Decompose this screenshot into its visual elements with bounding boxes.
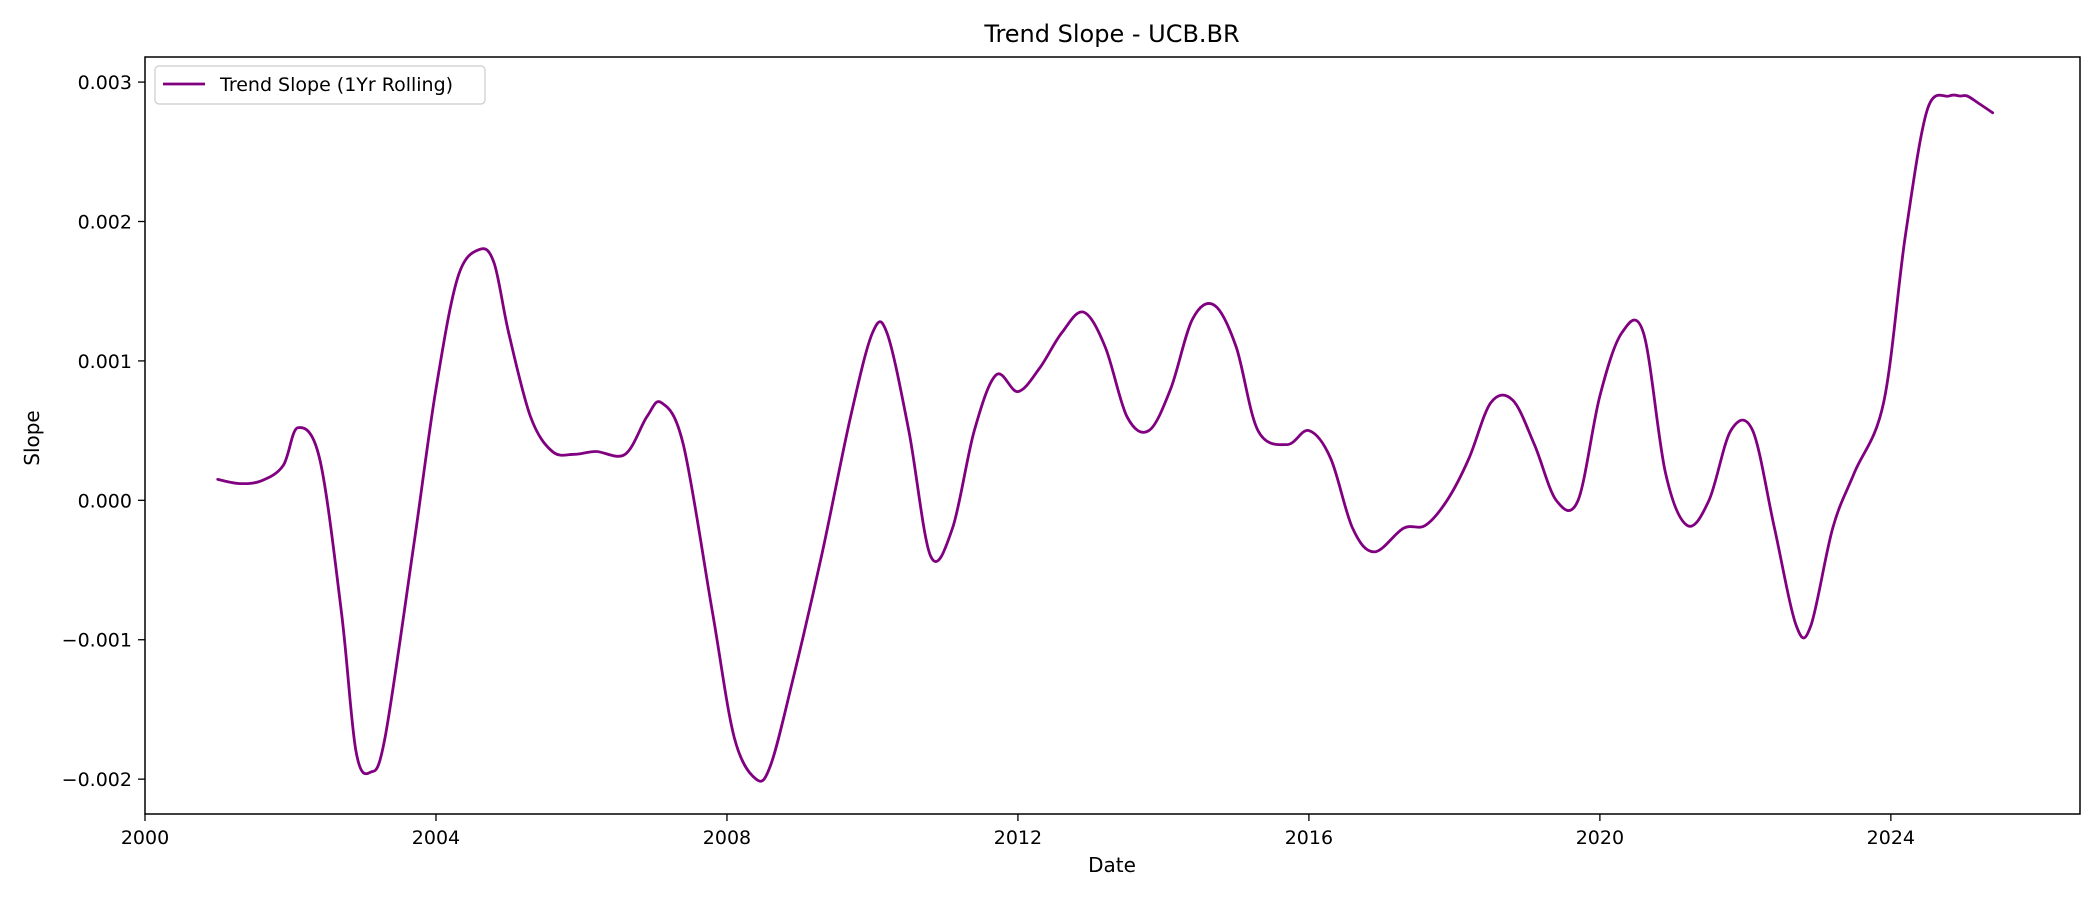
plot-frame: [144, 56, 2081, 815]
y-tick-label: 0.001: [78, 351, 132, 373]
y-axis-label: Slope: [20, 410, 44, 466]
y-tick-label: −0.001: [62, 630, 132, 652]
x-tick-label: 2008: [703, 827, 751, 849]
x-tick-label: 2020: [1576, 827, 1624, 849]
y-tick-label: 0.002: [78, 212, 132, 234]
series-line-trend-slope: [216, 93, 1995, 783]
legend-label: Trend Slope (1Yr Rolling): [219, 74, 453, 96]
x-tick-label: 2000: [121, 827, 169, 849]
legend: Trend Slope (1Yr Rolling): [154, 65, 486, 105]
y-tick-label: 0.003: [78, 72, 132, 94]
x-tick-label: 2024: [1867, 827, 1915, 849]
x-axis-ticks: 2000 2004 2008 2012 2016 2020 2024: [121, 814, 1915, 849]
y-tick-label: 0.000: [78, 490, 132, 512]
chart-title: Trend Slope - UCB.BR: [983, 20, 1239, 48]
x-tick-label: 2012: [994, 827, 1042, 849]
y-axis-ticks: −0.002 −0.001 0.000 0.001 0.002 0.003: [62, 72, 145, 791]
y-tick-label: −0.002: [62, 769, 132, 791]
legend-box: [154, 65, 486, 105]
x-axis-label: Date: [1088, 853, 1136, 877]
x-tick-label: 2004: [412, 827, 460, 849]
x-tick-label: 2016: [1285, 827, 1333, 849]
